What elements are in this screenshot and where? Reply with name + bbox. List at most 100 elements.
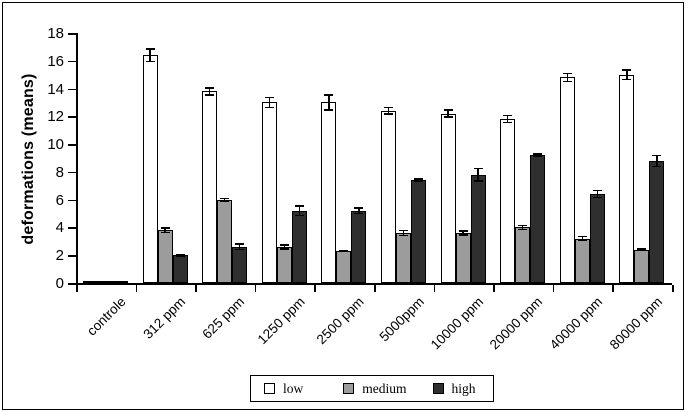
error-bar-cap-bottom <box>562 80 572 83</box>
legend-item-medium: medium <box>343 382 407 395</box>
x-category-label: controle <box>83 294 129 339</box>
y-axis-line <box>76 33 78 285</box>
error-bar-cap-bottom <box>458 234 468 236</box>
x-category-label: 1250 ppm <box>254 294 308 348</box>
x-category-label: 20000 ppm <box>487 294 546 353</box>
bar-medium-625-ppm <box>217 199 233 283</box>
y-tick-label: 12 <box>47 108 64 126</box>
error-bar-line <box>477 167 479 182</box>
bar-high-10000-ppm <box>470 174 486 283</box>
error-bar-cap-top <box>339 249 349 252</box>
y-tick-label: 18 <box>47 25 64 42</box>
error-bar-cap-top <box>652 154 662 157</box>
error-bar-line <box>387 106 390 115</box>
legend-label-high: high <box>451 381 476 396</box>
y-tick-mark <box>68 199 76 202</box>
y-tick-mark <box>68 283 76 285</box>
error-bar-cap-top <box>354 207 364 209</box>
y-tick-mark <box>68 88 76 91</box>
x-tick-mark <box>552 284 555 292</box>
y-tick-label: 0 <box>55 275 64 292</box>
error-bar-cap-bottom <box>577 239 587 242</box>
error-bar-line <box>536 153 539 158</box>
x-tick-mark <box>672 284 674 292</box>
error-bar-line <box>164 227 166 233</box>
error-bar-cap-top <box>518 224 528 227</box>
error-bar-cap-bottom <box>637 249 647 252</box>
error-bar-line <box>238 243 241 251</box>
error-bar-cap-bottom <box>324 109 334 111</box>
x-category-label: 312 ppm <box>140 294 189 342</box>
error-bar-line <box>506 114 509 124</box>
x-tick-mark <box>374 284 376 292</box>
y-tick-mark <box>68 116 76 118</box>
y-tick-label: 4 <box>55 219 64 237</box>
error-bar-cap-top <box>175 253 185 256</box>
error-bar-cap-top <box>160 227 170 229</box>
bar-high-5000ppm <box>411 180 426 283</box>
error-bar-cap-bottom <box>279 248 289 250</box>
error-bar-cap-bottom <box>384 113 393 115</box>
x-tick-mark <box>254 284 257 292</box>
error-bar-line <box>462 230 464 236</box>
bar-medium-1250-ppm <box>276 246 292 283</box>
y-tick-mark <box>68 171 76 174</box>
bar-medium-10000-ppm <box>455 233 471 283</box>
error-bar-line <box>447 109 449 118</box>
bar-low-40000-ppm <box>559 77 575 283</box>
legend-swatch-low <box>264 383 275 394</box>
error-bar-cap-top <box>562 72 572 75</box>
y-tick-mark <box>68 227 76 229</box>
x-tick-mark <box>314 284 316 292</box>
error-bar-line <box>223 197 226 202</box>
bar-low-5000ppm <box>381 110 396 283</box>
bar-medium-80000-ppm <box>634 249 650 283</box>
x-tick-mark <box>493 284 495 292</box>
error-bar-cap-top <box>264 96 274 99</box>
error-bar-cap-bottom <box>160 231 170 233</box>
error-bar-cap-bottom <box>294 214 304 217</box>
bar-high-80000-ppm <box>649 160 665 283</box>
y-tick-label: 10 <box>47 136 64 154</box>
error-bar-cap-top <box>503 114 513 117</box>
error-bar-cap-top <box>384 106 393 109</box>
legend-item-high: high <box>432 381 476 396</box>
bar-medium-controle <box>98 281 113 283</box>
error-bar-line <box>626 69 628 81</box>
x-category-label: 40000 ppm <box>546 294 606 353</box>
error-bar-cap-bottom <box>399 234 408 237</box>
y-tick-mark <box>68 144 76 146</box>
error-bar-cap-bottom <box>533 155 543 158</box>
bar-high-controle <box>113 281 128 283</box>
x-category-label: 10000 ppm <box>427 294 487 353</box>
bar-low-2500-ppm <box>321 102 337 283</box>
bar-medium-20000-ppm <box>515 227 531 283</box>
error-bar-cap-top <box>622 69 632 71</box>
error-bar-cap-top <box>414 178 423 180</box>
error-bar-cap-bottom <box>414 180 423 183</box>
bar-medium-312-ppm <box>157 230 173 283</box>
bar-high-40000-ppm <box>589 194 605 283</box>
error-bar-line <box>521 224 524 231</box>
error-bar-cap-top <box>279 244 289 246</box>
error-bar-line <box>402 229 405 237</box>
error-bar-cap-bottom <box>175 255 185 257</box>
error-bar-cap-bottom <box>622 78 632 81</box>
error-bar-cap-top <box>473 167 483 170</box>
error-bar-line <box>149 48 151 63</box>
legend-label-low: low <box>283 381 304 396</box>
error-bar-line <box>417 178 420 183</box>
error-bar-line <box>596 189 599 199</box>
bar-high-2500-ppm <box>351 210 367 283</box>
error-bar-cap-top <box>220 197 230 200</box>
error-bar-cap-bottom <box>145 60 155 63</box>
error-bar-line <box>208 87 211 96</box>
y-tick-label: 6 <box>55 191 64 209</box>
x-axis-line <box>76 283 672 285</box>
bar-high-1250-ppm <box>291 210 307 283</box>
error-bar-cap-bottom <box>264 106 274 108</box>
error-bar-cap-bottom <box>518 228 528 231</box>
x-category-label: 5000ppm <box>376 294 427 345</box>
